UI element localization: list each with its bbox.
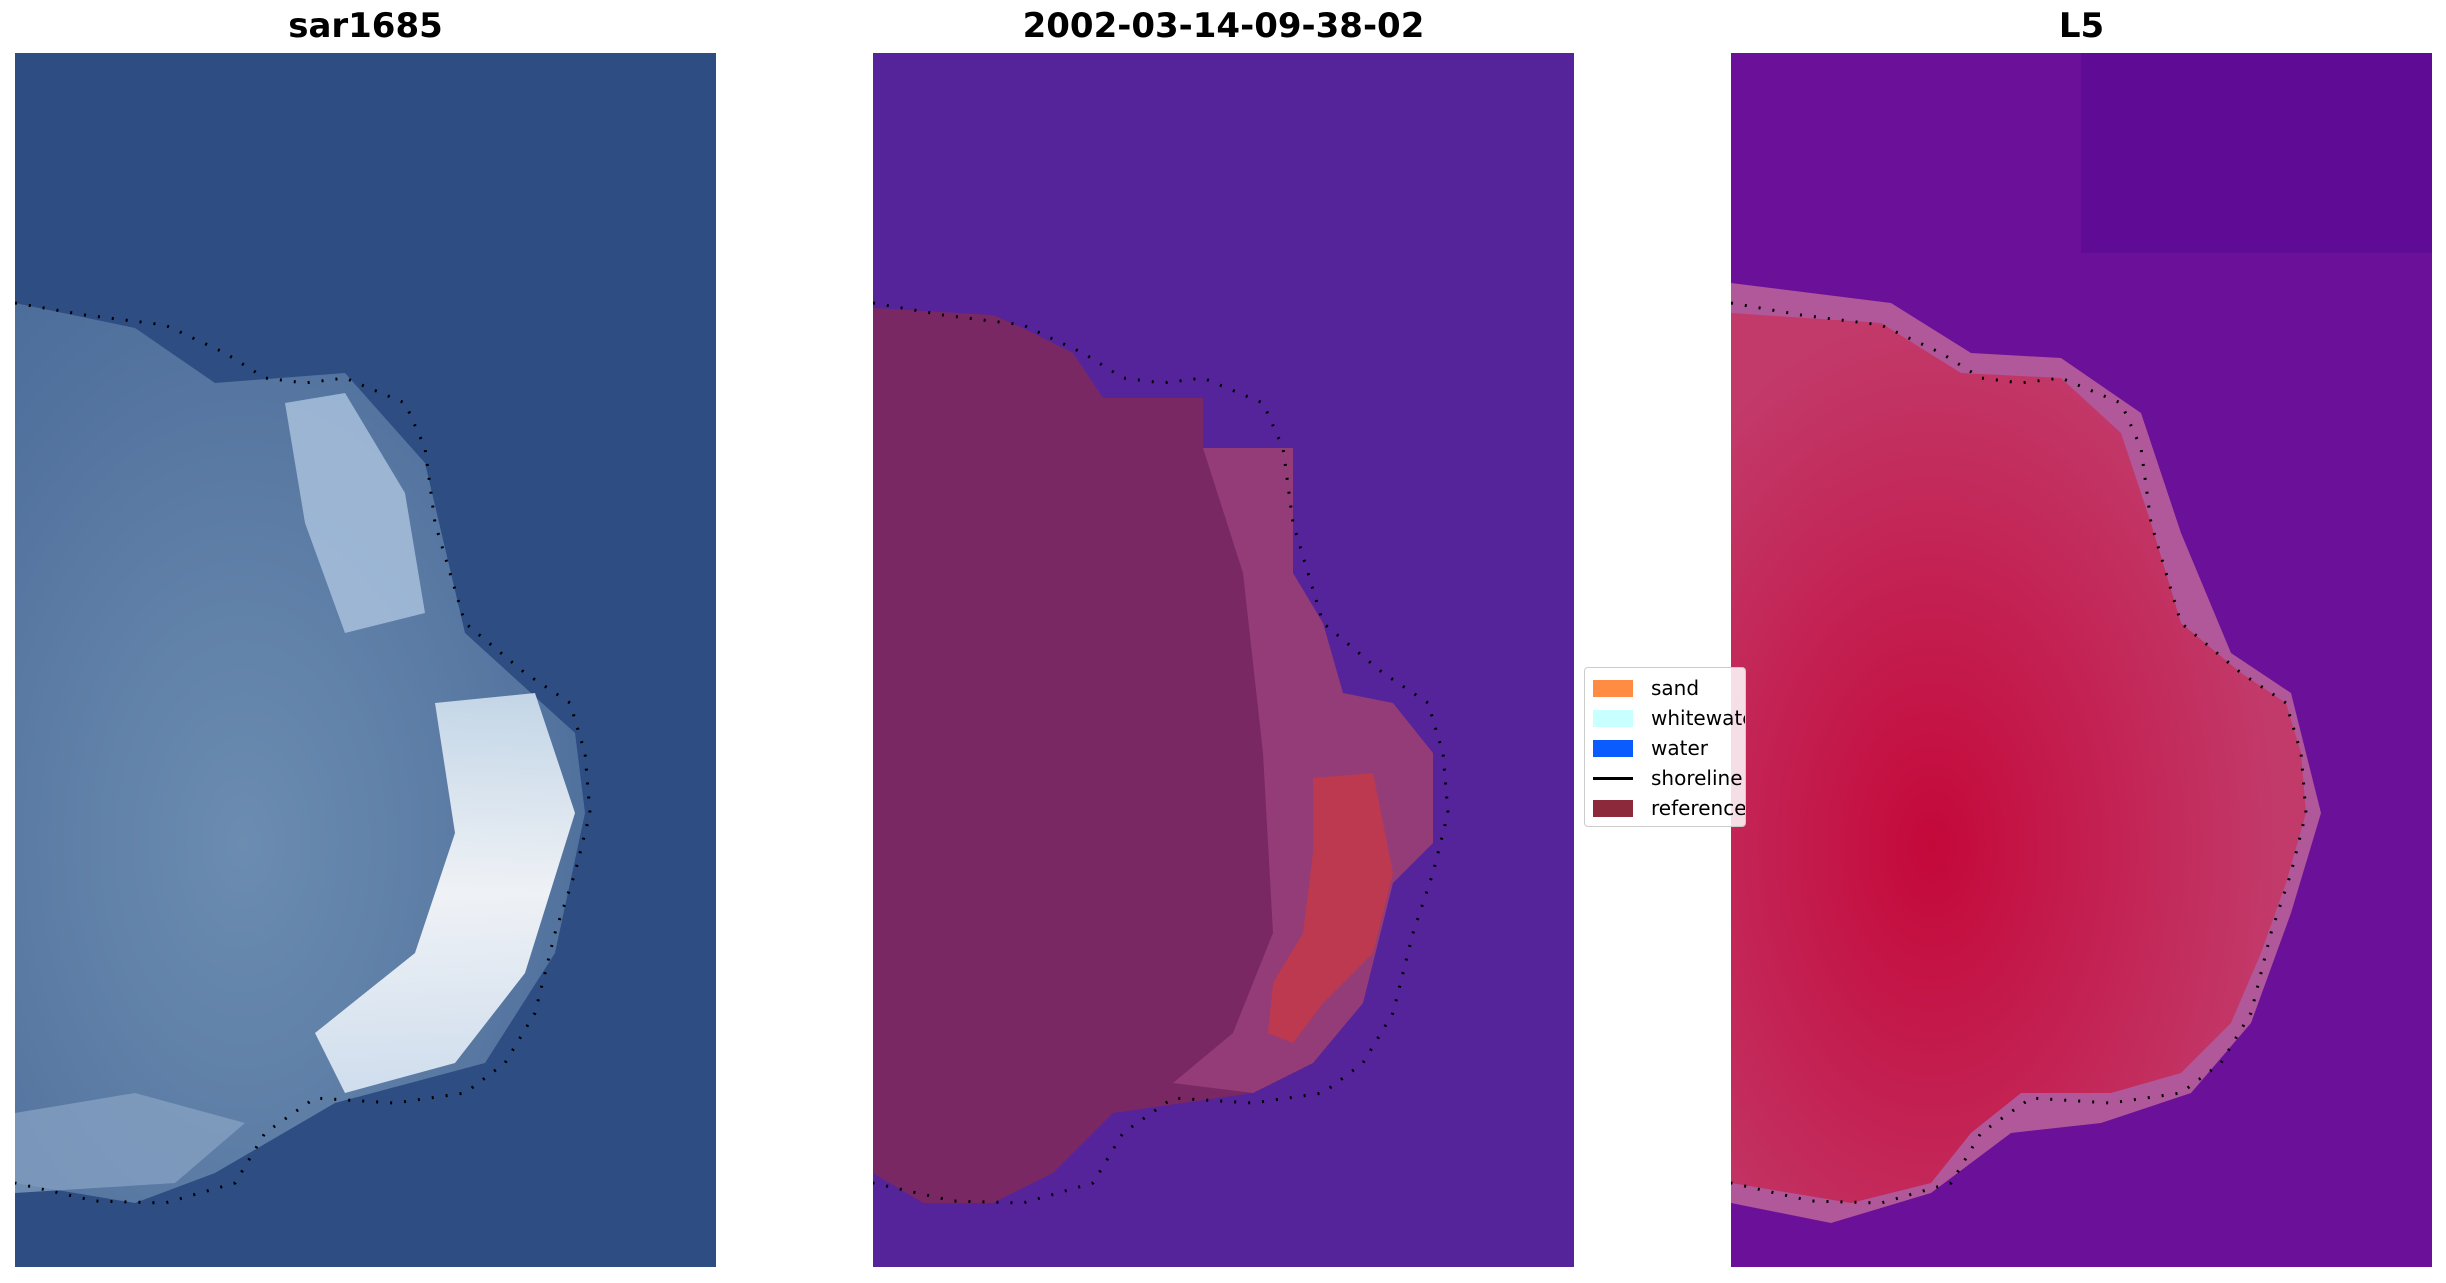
- legend-item-whitewater: whitewater: [1585, 704, 1745, 732]
- classified-image-panel: [873, 53, 1574, 1267]
- bright-patch-lower: [315, 693, 575, 1093]
- legend-item-reference: reference: [1585, 794, 1746, 822]
- panel-2-title: 2002-03-14-09-38-02: [1022, 6, 1425, 46]
- legend-label: reference: [1651, 796, 1746, 820]
- index-image-panel: [1731, 53, 2432, 1267]
- legend-item-sand: sand: [1585, 674, 1745, 702]
- panel-3-title: L5: [2058, 6, 2105, 46]
- rgb-image-panel: [15, 53, 716, 1267]
- reference-area: [1268, 773, 1393, 1043]
- sand-swatch: [1593, 680, 1633, 697]
- bright-patch-upper: [285, 393, 425, 633]
- legend-label: shoreline: [1651, 766, 1743, 790]
- legend-item-shoreline: shoreline: [1585, 764, 1745, 792]
- dark-sea-patch: [2081, 53, 2432, 253]
- land-area: [1731, 313, 2306, 1203]
- legend-label: sand: [1651, 676, 1700, 700]
- legend-label: whitewater: [1651, 706, 1745, 730]
- legend-label: water: [1651, 736, 1708, 760]
- reference-swatch: [1593, 800, 1633, 817]
- panel-1-title: sar1685: [288, 6, 443, 46]
- lower-left-haze: [15, 1093, 245, 1193]
- shoreline-line-icon: [1593, 777, 1633, 780]
- legend: sand whitewater water shoreline referenc…: [1584, 667, 1746, 827]
- whitewater-swatch: [1593, 710, 1633, 727]
- legend-item-water: water: [1585, 734, 1745, 762]
- water-swatch: [1593, 740, 1633, 757]
